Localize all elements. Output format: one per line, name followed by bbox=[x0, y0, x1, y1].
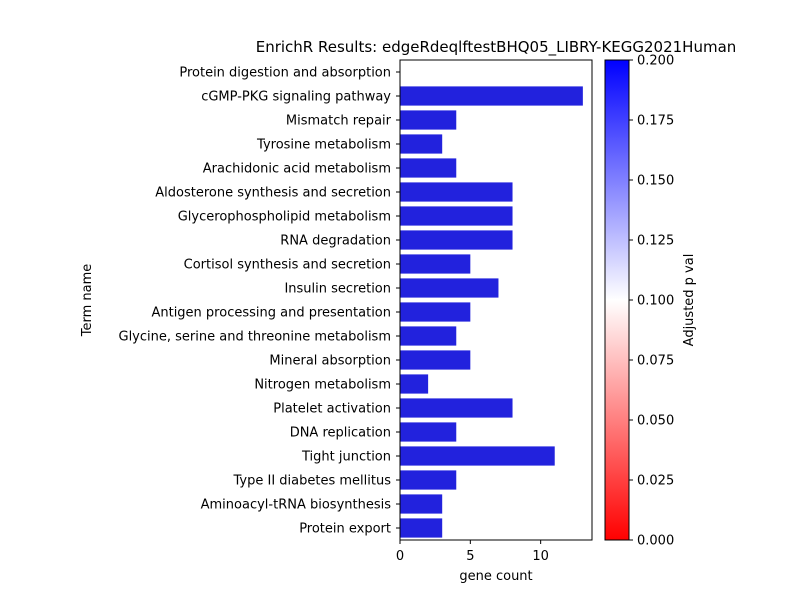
x-tick-label: 5 bbox=[466, 549, 474, 564]
bar bbox=[400, 446, 555, 466]
bar bbox=[400, 350, 471, 370]
bars-layer bbox=[400, 86, 583, 538]
y-tick-label: Protein digestion and absorption bbox=[179, 66, 391, 81]
plot-frame bbox=[399, 59, 593, 541]
y-tick-label: RNA degradation bbox=[280, 234, 391, 249]
x-tick-label: 10 bbox=[532, 549, 549, 564]
colorbar-tick-layer: 0.000 0.025 0.050 0.075 0.100 0.125 0.150 0.175… bbox=[629, 54, 674, 549]
y-tick-label: Antigen processing and presentation bbox=[151, 306, 391, 321]
bar bbox=[400, 470, 457, 490]
colorbar-tick-label: 0.000 bbox=[637, 534, 674, 549]
colorbar bbox=[604, 59, 630, 541]
colorbar-tick-label: 0.050 bbox=[637, 414, 674, 429]
y-tick-label: Cortisol synthesis and secretion bbox=[184, 258, 391, 273]
y-tick-label: Nitrogen metabolism bbox=[254, 378, 391, 393]
colorbar-tick-label: 0.125 bbox=[637, 234, 674, 249]
bar bbox=[400, 374, 429, 394]
colorbar-tick-label: 0.075 bbox=[637, 354, 674, 369]
colorbar-tick-label: 0.200 bbox=[637, 54, 674, 69]
bar bbox=[400, 182, 513, 202]
bar bbox=[400, 254, 471, 274]
bar bbox=[400, 422, 457, 442]
y-tick-layer: Protein digestion and absorption cGMP-PKG… bbox=[119, 66, 400, 537]
bar bbox=[400, 158, 457, 178]
y-tick-label: Glycine, serine and threonine metabolism bbox=[119, 330, 392, 345]
bar bbox=[400, 278, 499, 298]
x-tick-label: 0 bbox=[396, 549, 404, 564]
bar bbox=[400, 134, 443, 154]
x-axis-label: gene count bbox=[459, 569, 532, 584]
colorbar-tick-label: 0.150 bbox=[637, 174, 674, 189]
y-tick-label: Protein export bbox=[299, 522, 391, 537]
y-tick-label: Arachidonic acid metabolism bbox=[203, 162, 391, 177]
colorbar-tick-label: 0.100 bbox=[637, 294, 674, 309]
y-tick-label: Aldosterone synthesis and secretion bbox=[155, 186, 391, 201]
x-tick-layer: 0 5 10 bbox=[396, 540, 549, 564]
bar bbox=[400, 110, 457, 130]
colorbar-tick-label: 0.025 bbox=[637, 474, 674, 489]
chart-title: EnrichR Results: edgeRdeqlftestBHQ05_LIB… bbox=[256, 38, 737, 57]
y-tick-label: Platelet activation bbox=[273, 402, 391, 417]
y-tick-label: Mineral absorption bbox=[269, 354, 391, 369]
y-tick-label: Mismatch repair bbox=[286, 114, 392, 129]
colorbar-label: Adjusted p val bbox=[682, 254, 697, 347]
y-tick-label: DNA replication bbox=[290, 426, 391, 441]
y-tick-label: Tight junction bbox=[301, 450, 391, 465]
y-axis-label: Term name bbox=[80, 264, 95, 338]
y-tick-label: cGMP-PKG signaling pathway bbox=[201, 90, 391, 105]
bar bbox=[400, 494, 443, 514]
bar bbox=[400, 518, 443, 538]
bar bbox=[400, 302, 471, 322]
y-tick-label: Aminoacyl-tRNA biosynthesis bbox=[201, 498, 392, 513]
y-tick-label: Type II diabetes mellitus bbox=[233, 474, 392, 489]
y-tick-label: Glycerophospholipid metabolism bbox=[178, 210, 391, 225]
bar bbox=[400, 206, 513, 226]
bar bbox=[400, 398, 513, 418]
y-tick-label: Tyrosine metabolism bbox=[256, 138, 391, 153]
y-tick-label: Insulin secretion bbox=[284, 282, 391, 297]
bar bbox=[400, 230, 513, 250]
bar bbox=[400, 86, 583, 106]
bar bbox=[400, 326, 457, 346]
colorbar-tick-label: 0.175 bbox=[637, 114, 674, 129]
